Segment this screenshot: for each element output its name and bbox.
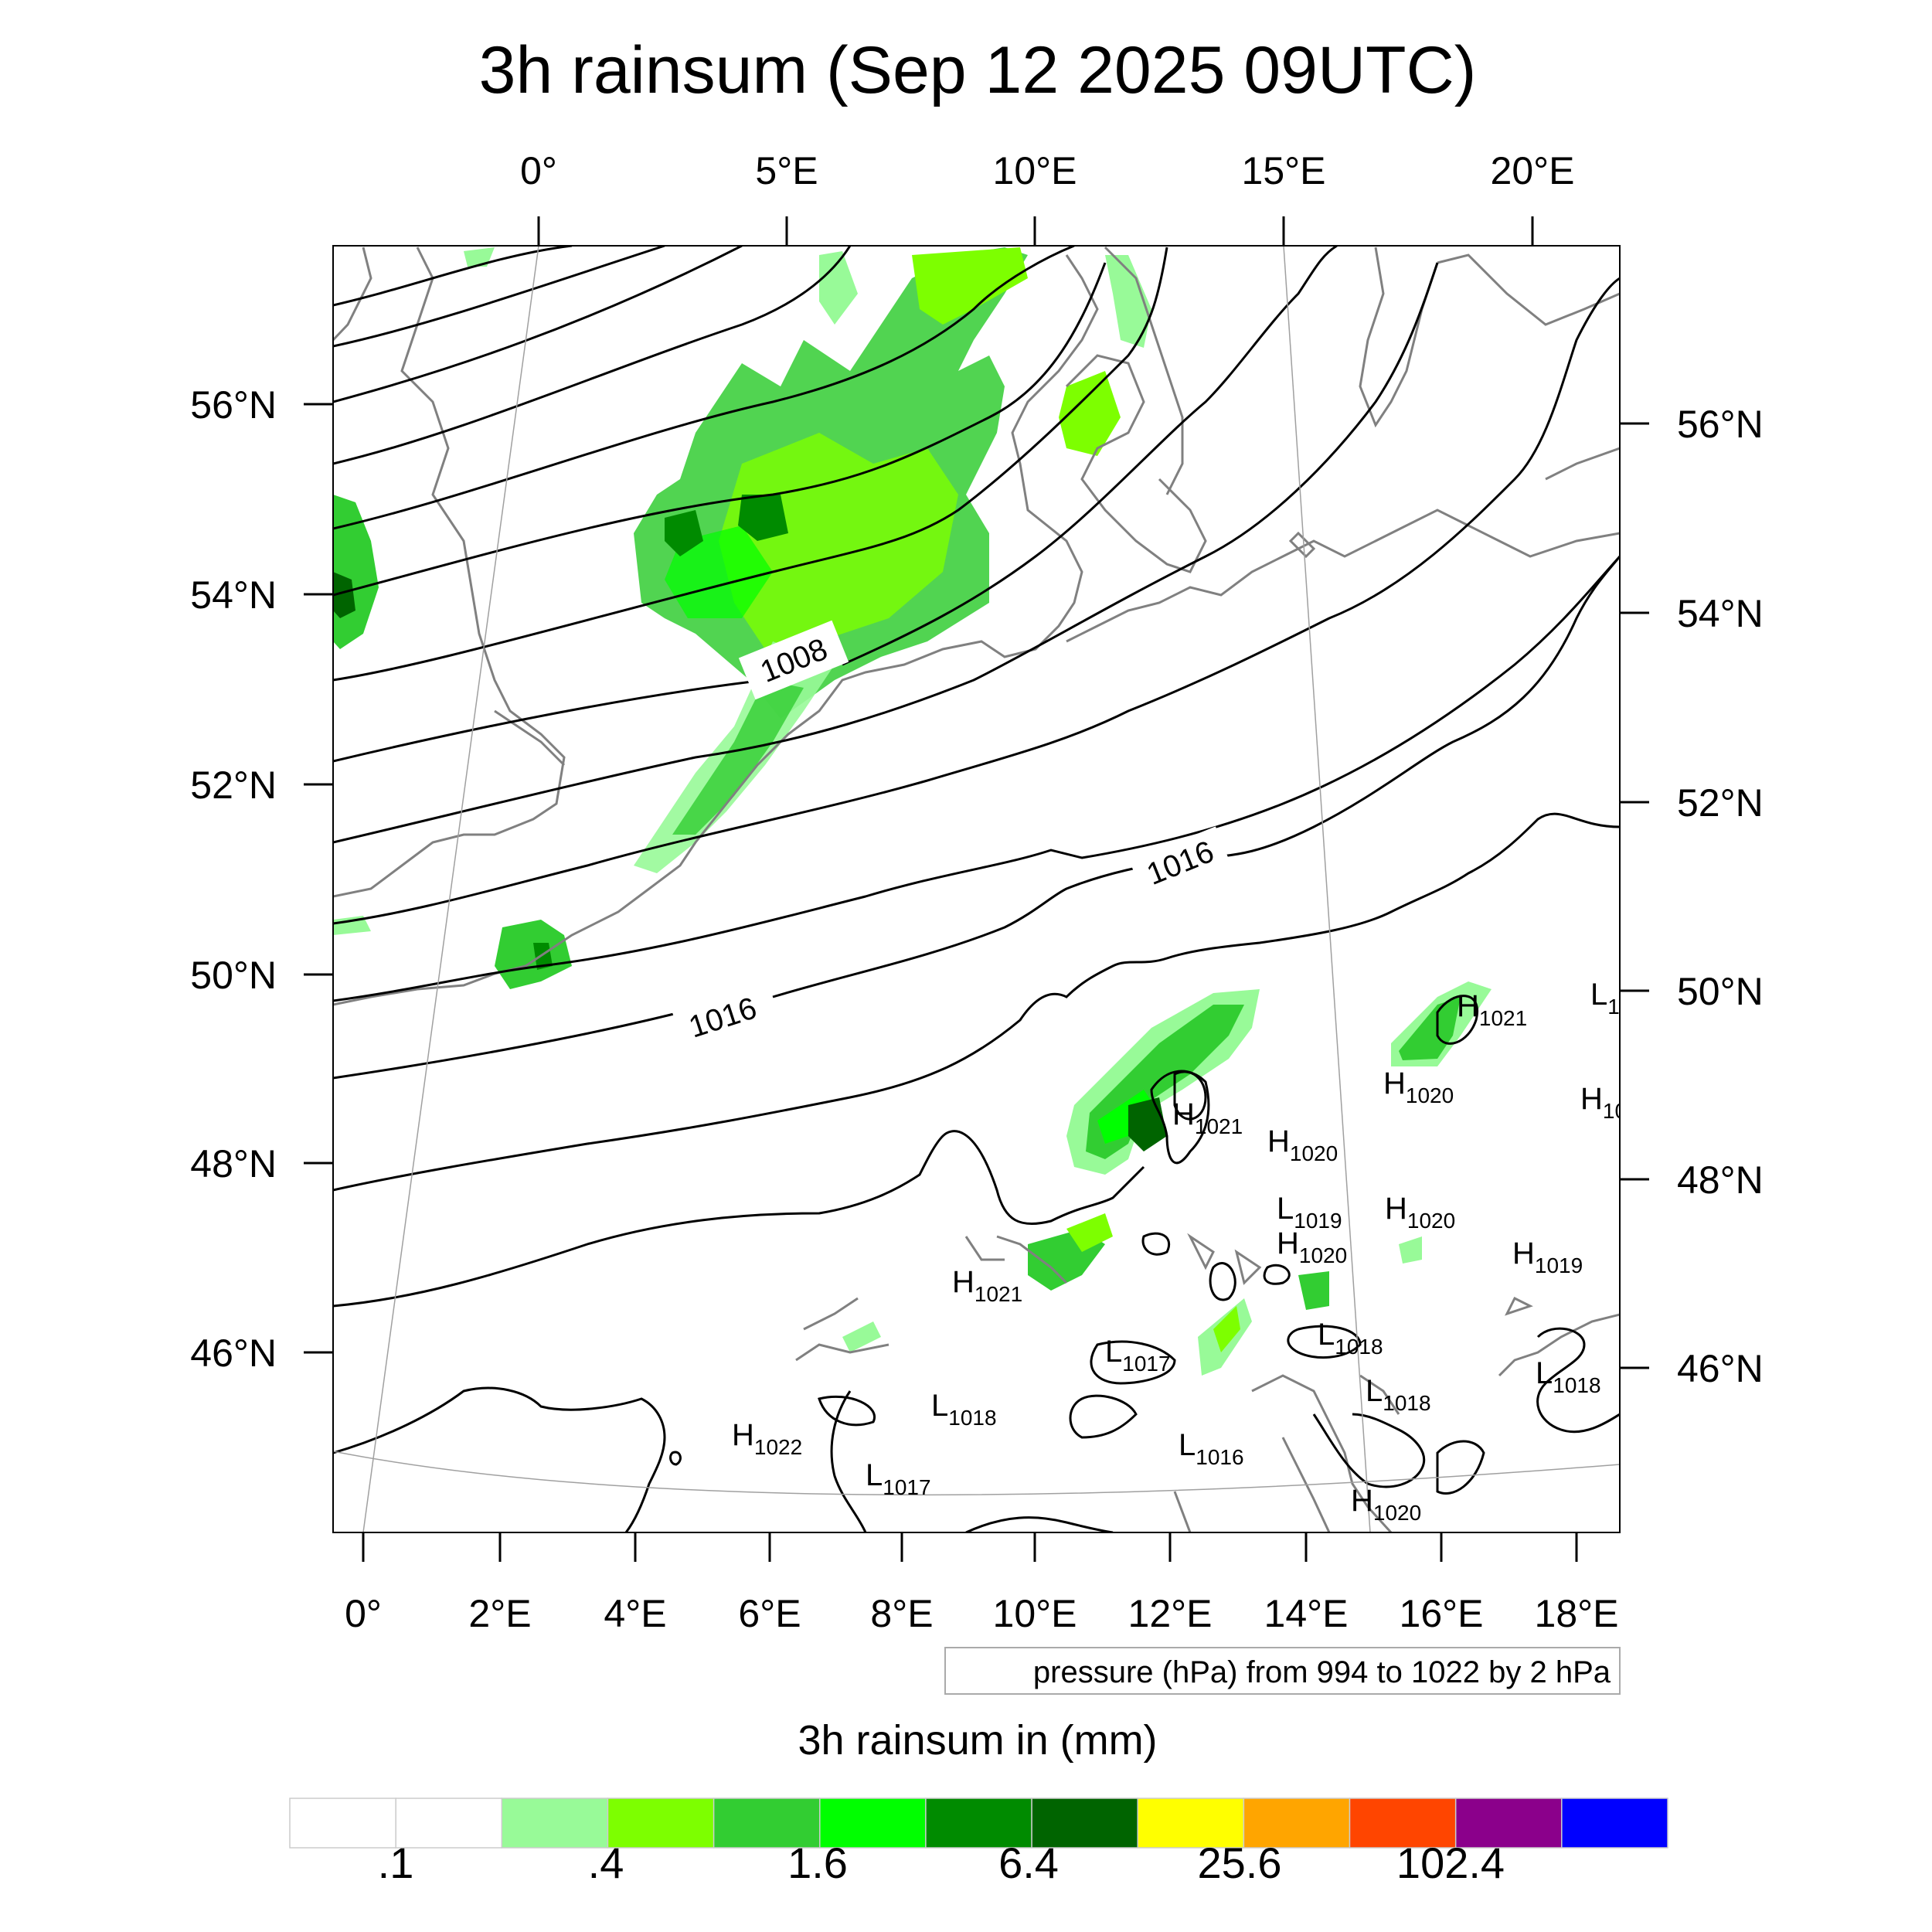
bottom-lon-label-12e: 12°E	[1128, 1592, 1213, 1635]
colorbar-boxes	[289, 1798, 1668, 1849]
colorbar-box	[395, 1798, 503, 1849]
colorbar-label: 102.4	[1396, 1838, 1505, 1887]
colorbar: 3h rainsum in (mm) .1 .4 1.6 6.4 25.6 10…	[289, 1717, 1668, 1887]
top-lon-label-5e: 5°E	[755, 149, 818, 192]
coastlines	[333, 246, 1620, 1532]
left-lat-label-46n: 46°N	[190, 1332, 277, 1375]
top-lon-label-10e: 10°E	[993, 149, 1077, 192]
graticule	[333, 246, 1620, 1532]
colorbar-label: 6.4	[998, 1838, 1059, 1887]
bottom-lon-label-8e: 8°E	[870, 1592, 933, 1635]
right-lat-label-56n: 56°N	[1677, 403, 1764, 446]
pressure-center: H1020	[1277, 1226, 1347, 1267]
right-lat-label-46n: 46°N	[1677, 1347, 1764, 1390]
colorbar-label: .4	[588, 1838, 624, 1887]
bottom-lon-label-2e: 2°E	[468, 1592, 531, 1635]
bottom-lon-label-6e: 6°E	[738, 1592, 801, 1635]
right-lat-label-50n: 50°N	[1677, 970, 1764, 1013]
pressure-center: H1022	[732, 1418, 802, 1459]
top-lon-label-15e: 15°E	[1242, 149, 1326, 192]
pressure-center: H1021	[1172, 1097, 1243, 1138]
pressure-center: H1021	[952, 1265, 1022, 1306]
left-lat-label-52n: 52°N	[190, 764, 277, 807]
left-lat-label-54n: 54°N	[190, 573, 277, 617]
colorbar-label: .1	[378, 1838, 414, 1887]
top-lon-label-20e: 20°E	[1491, 149, 1575, 192]
colorbar-box	[819, 1798, 927, 1849]
rain-fields	[333, 247, 1492, 1376]
pressure-center: L1018	[1366, 1374, 1431, 1415]
right-lat-label-54n: 54°N	[1677, 592, 1764, 635]
pressure-center: L1016	[1179, 1428, 1244, 1469]
pressure-center: L1018	[1536, 1356, 1601, 1397]
pressure-note-box: pressure (hPa) from 994 to 1022 by 2 hPa	[944, 1647, 1621, 1695]
colorbar-title: 3h rainsum in (mm)	[798, 1717, 1157, 1764]
colorbar-box	[1137, 1798, 1245, 1849]
colorbar-box	[925, 1798, 1032, 1849]
bottom-longitude-ticks: 0° 2°E 4°E 6°E 8°E 10°E 12°E 14°E 16°E 1…	[345, 1532, 1618, 1635]
bottom-lon-label-16e: 16°E	[1400, 1592, 1484, 1635]
contour-label-1016-south-group: 1016	[672, 983, 774, 1051]
pressure-center: H1020	[1383, 1066, 1454, 1107]
bottom-lon-label-4e: 4°E	[604, 1592, 666, 1635]
colorbar-labels: .1 .4 1.6 6.4 25.6 102.4	[378, 1838, 1505, 1887]
pressure-center: H10	[1580, 1082, 1627, 1123]
pressure-center: L1018	[931, 1389, 997, 1430]
isobars	[333, 246, 1620, 1532]
left-lat-label-56n: 56°N	[190, 383, 277, 427]
bottom-lon-label-10e: 10°E	[993, 1592, 1077, 1635]
bottom-lon-label-18e: 18°E	[1535, 1592, 1619, 1635]
bottom-lon-label-14e: 14°E	[1264, 1592, 1349, 1635]
colorbar-label: 1.6	[787, 1838, 848, 1887]
colorbar-box	[607, 1798, 715, 1849]
pressure-center: L1019	[1277, 1192, 1342, 1233]
colorbar-box	[501, 1798, 609, 1849]
top-lon-label-0: 0°	[520, 149, 557, 192]
left-latitude-ticks: 56°N 54°N 52°N 50°N 48°N 46°N	[190, 383, 333, 1375]
pressure-center: H1020	[1351, 1484, 1421, 1525]
pressure-center: H1020	[1385, 1192, 1455, 1233]
colorbar-box	[1561, 1798, 1668, 1849]
pressure-center: H1020	[1267, 1124, 1338, 1165]
right-lat-label-52n: 52°N	[1677, 781, 1764, 825]
pressure-center: H1021	[1457, 989, 1527, 1030]
colorbar-box	[289, 1798, 396, 1849]
figure-title: 3h rainsum (Sep 12 2025 09UTC)	[479, 33, 1477, 107]
map-frame	[332, 245, 1621, 1533]
right-latitude-ticks: 56°N 54°N 52°N 50°N 48°N 46°N	[1620, 403, 1764, 1390]
pressure-center: L1	[1590, 978, 1620, 1019]
colorbar-box	[1349, 1798, 1457, 1849]
bottom-lon-label-0: 0°	[345, 1592, 382, 1635]
top-longitude-ticks: 0° 5°E 10°E 15°E 20°E	[520, 149, 1574, 246]
right-lat-label-48n: 48°N	[1677, 1158, 1764, 1202]
map-area: 1008 1016 1016 H1021 H1020 L1 H10 H1021 …	[333, 246, 1627, 1532]
pressure-note: pressure (hPa) from 994 to 1022 by 2 hPa	[1033, 1655, 1611, 1689]
colorbar-label: 25.6	[1198, 1838, 1282, 1887]
pressure-center: L1017	[866, 1458, 931, 1499]
left-lat-label-50n: 50°N	[190, 954, 277, 997]
colorbar-box	[713, 1798, 821, 1849]
pressure-center: H1019	[1512, 1236, 1583, 1277]
pressure-centers: H1021 H1020 L1 H10 H1021 H1020 L1019 H10…	[732, 978, 1627, 1525]
pressure-center: L1018	[1318, 1318, 1383, 1359]
pressure-center: L1017	[1105, 1335, 1171, 1376]
left-lat-label-48n: 48°N	[190, 1142, 277, 1185]
